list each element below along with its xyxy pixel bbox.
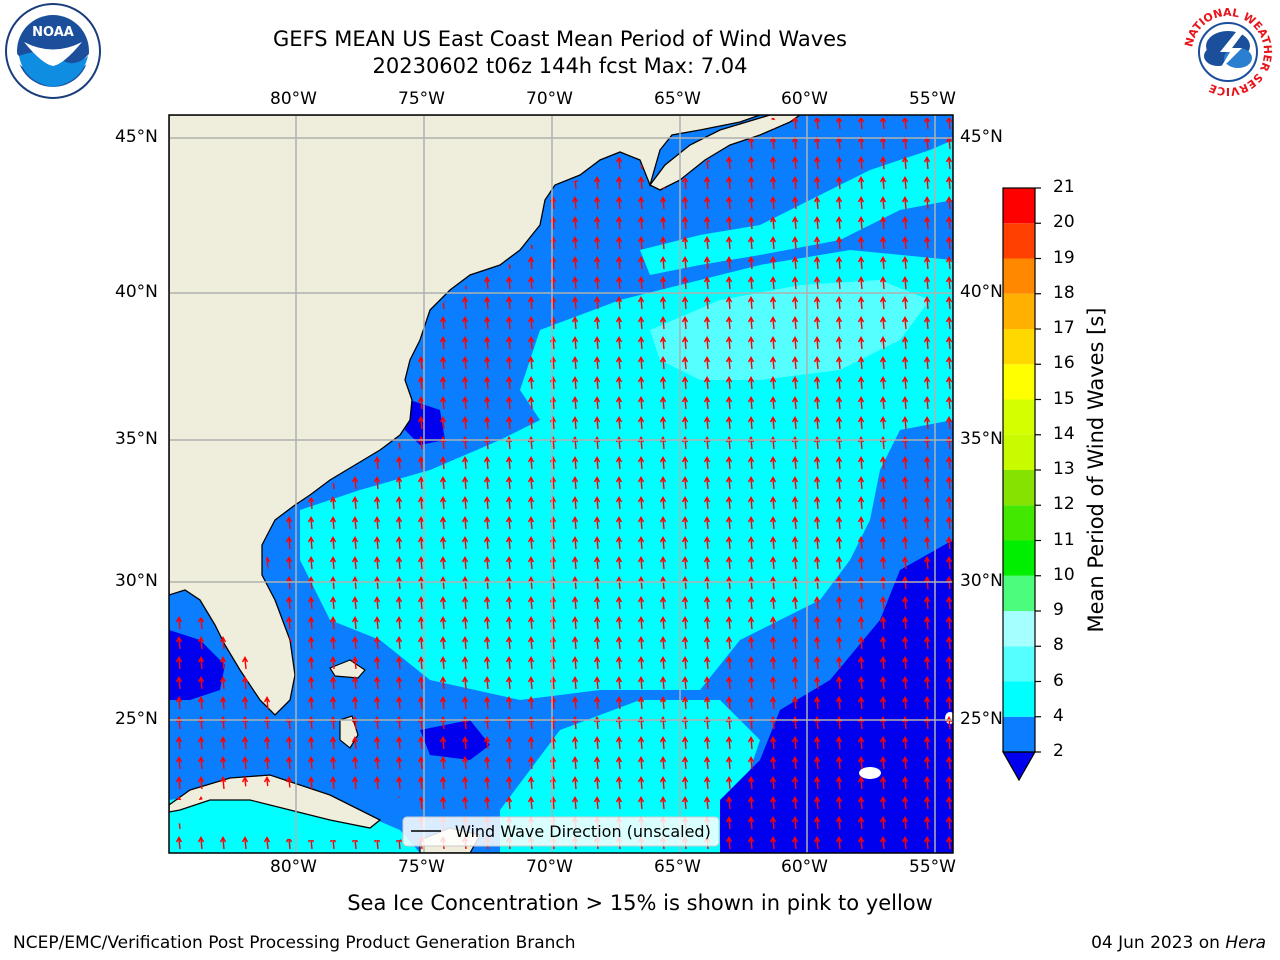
lat-label-right: 30°N bbox=[960, 571, 1003, 591]
noaa-logo-text: NOAA bbox=[32, 25, 74, 40]
colorbar-segment bbox=[1003, 505, 1035, 541]
colorbar-segment bbox=[1003, 646, 1035, 682]
map-legend: Wind Wave Direction (unscaled) bbox=[402, 816, 720, 847]
footer-credit: NCEP/EMC/Verification Post Processing Pr… bbox=[13, 933, 576, 953]
lat-label-left: 25°N bbox=[115, 709, 158, 729]
colorbar-tick-label: 11 bbox=[1053, 529, 1075, 550]
lat-label-left: 40°N bbox=[115, 282, 158, 302]
lon-label-top: 60°W bbox=[781, 89, 828, 109]
colorbar-tick-label: 21 bbox=[1053, 177, 1075, 197]
wind-wave-arrows bbox=[169, 118, 953, 853]
lon-label-top: 65°W bbox=[654, 89, 701, 109]
lon-label-bottom: 70°W bbox=[526, 857, 573, 877]
lon-label-bottom: 65°W bbox=[654, 857, 701, 877]
colorbar-tick-label: 15 bbox=[1053, 388, 1075, 409]
colorbar-segment bbox=[1003, 329, 1035, 365]
colorbar-tick-label: 10 bbox=[1053, 564, 1075, 585]
lat-label-right: 45°N bbox=[960, 127, 1003, 147]
colorbar-segment bbox=[1003, 364, 1035, 400]
lat-label-left: 30°N bbox=[115, 571, 158, 591]
colorbar-tick-label: 4 bbox=[1053, 705, 1064, 726]
lat-label-left: 45°N bbox=[115, 127, 158, 147]
colorbar-under-triangle bbox=[1001, 751, 1037, 782]
colorbar-tick-label: 18 bbox=[1053, 282, 1075, 303]
colorbar-tick-label: 14 bbox=[1053, 423, 1075, 444]
colorbar-segment bbox=[1003, 434, 1035, 470]
graticule bbox=[169, 115, 953, 853]
colorbar-segment bbox=[1003, 611, 1035, 647]
legend-label: Wind Wave Direction (unscaled) bbox=[455, 822, 711, 841]
lon-label-bottom: 60°W bbox=[781, 857, 828, 877]
colorbar-tick-label: 17 bbox=[1053, 318, 1075, 338]
lat-label-right: 35°N bbox=[960, 429, 1003, 449]
colorbar-label: Mean Period of Wind Waves [s] bbox=[1084, 307, 1108, 633]
colorbar-tick-label: 8 bbox=[1053, 635, 1064, 656]
chart-subtitle: 20230602 t06z 144h fcst Max: 7.04 bbox=[372, 54, 748, 78]
lon-label-bottom: 75°W bbox=[398, 857, 445, 877]
colorbar-segment bbox=[1003, 681, 1035, 717]
lat-label-right: 25°N bbox=[960, 709, 1003, 729]
colorbar-segment bbox=[1003, 223, 1035, 259]
colorbar-segment bbox=[1003, 293, 1035, 329]
sea-ice-caption: Sea Ice Concentration > 15% is shown in … bbox=[347, 891, 933, 915]
colorbar-segment bbox=[1003, 716, 1035, 752]
colorbar-tick-label: 9 bbox=[1053, 600, 1064, 620]
map-frame bbox=[168, 114, 954, 854]
colorbar-segment bbox=[1003, 575, 1035, 611]
lat-label-left: 35°N bbox=[115, 429, 158, 449]
nws-logo: NATIONAL WEATHER SERVICE bbox=[1181, 5, 1275, 99]
colorbar-segment bbox=[1003, 540, 1035, 576]
footer-date: 04 Jun 2023 on Hera bbox=[1091, 933, 1266, 953]
colorbar bbox=[1001, 187, 1041, 782]
colorbar-tick-label: 20 bbox=[1053, 212, 1075, 233]
lon-label-top: 70°W bbox=[526, 89, 573, 109]
colorbar-tick-label: 2 bbox=[1053, 741, 1064, 761]
colorbar-segment bbox=[1003, 188, 1035, 224]
colorbar-segment bbox=[1003, 258, 1035, 294]
colorbar-tick-label: 12 bbox=[1053, 494, 1075, 515]
lat-label-right: 40°N bbox=[960, 282, 1003, 302]
footer-host: Hera bbox=[1225, 933, 1266, 953]
footer-date-text: 04 Jun 2023 on bbox=[1091, 933, 1226, 953]
colorbar-tick-label: 6 bbox=[1053, 670, 1064, 691]
colorbar-tick-label: 19 bbox=[1053, 247, 1075, 268]
chart-title: GEFS MEAN US East Coast Mean Period of W… bbox=[273, 27, 847, 51]
noaa-logo: NOAA bbox=[5, 3, 101, 99]
lon-label-top: 55°W bbox=[909, 89, 956, 109]
lon-label-bottom: 80°W bbox=[270, 857, 317, 877]
colorbar-segment bbox=[1003, 470, 1035, 506]
lon-label-top: 80°W bbox=[270, 89, 317, 109]
lon-label-top: 75°W bbox=[398, 89, 445, 109]
colorbar-tick-label: 13 bbox=[1053, 459, 1075, 479]
colorbar-tick-label: 16 bbox=[1053, 353, 1075, 374]
lon-label-bottom: 55°W bbox=[909, 857, 956, 877]
colorbar-segment bbox=[1003, 399, 1035, 435]
